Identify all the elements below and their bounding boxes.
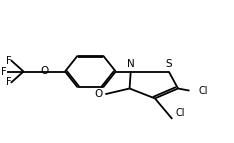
Text: Cl: Cl [175, 108, 185, 118]
Text: F: F [6, 77, 11, 87]
Text: S: S [165, 59, 172, 69]
Text: F: F [1, 66, 7, 77]
Text: O: O [95, 89, 103, 99]
Text: N: N [127, 59, 135, 69]
Text: Cl: Cl [198, 86, 208, 96]
Text: O: O [40, 66, 48, 76]
Text: F: F [6, 56, 11, 66]
